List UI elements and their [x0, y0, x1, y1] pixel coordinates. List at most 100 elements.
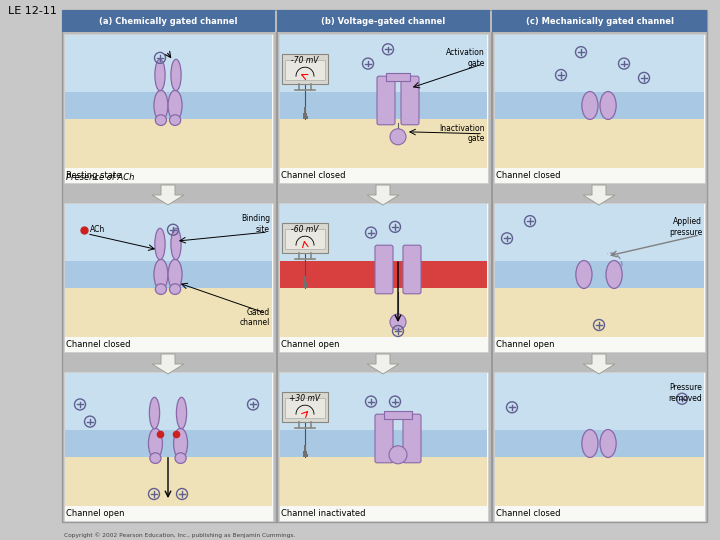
FancyBboxPatch shape — [403, 245, 421, 294]
Bar — [492, 10, 707, 32]
FancyBboxPatch shape — [375, 245, 393, 294]
Ellipse shape — [150, 453, 161, 463]
Text: Channel open: Channel open — [281, 340, 340, 349]
Bar — [285, 398, 325, 418]
Bar — [280, 92, 487, 119]
Ellipse shape — [582, 91, 598, 119]
Text: Pressure
removed: Pressure removed — [668, 383, 702, 403]
Text: Applied
pressure: Applied pressure — [669, 217, 702, 237]
Bar — [302, 285, 307, 288]
Bar — [280, 288, 487, 337]
Bar — [64, 34, 273, 183]
Bar — [495, 457, 704, 506]
Bar — [65, 204, 272, 261]
Ellipse shape — [156, 284, 166, 294]
Bar — [276, 32, 278, 522]
Bar — [495, 430, 704, 457]
Bar — [302, 454, 307, 457]
Ellipse shape — [149, 397, 160, 429]
Bar — [494, 34, 705, 183]
Bar — [495, 92, 704, 119]
Bar — [495, 373, 704, 430]
FancyBboxPatch shape — [403, 414, 421, 463]
Bar — [277, 10, 490, 32]
Bar — [304, 110, 306, 113]
Text: Channel open: Channel open — [496, 340, 554, 349]
Polygon shape — [583, 354, 615, 374]
Bar — [65, 373, 272, 430]
Ellipse shape — [576, 260, 592, 288]
Ellipse shape — [600, 429, 616, 457]
Bar — [280, 261, 487, 288]
FancyBboxPatch shape — [377, 76, 395, 125]
Ellipse shape — [168, 90, 182, 121]
Bar — [280, 373, 487, 430]
Bar — [62, 10, 275, 32]
Text: Channel closed: Channel closed — [496, 171, 560, 180]
Bar — [62, 10, 707, 522]
Text: Activation
gate: Activation gate — [446, 48, 485, 68]
Bar — [285, 60, 325, 80]
FancyBboxPatch shape — [375, 414, 393, 463]
Text: Binding
site: Binding site — [241, 214, 270, 234]
Text: Channel closed: Channel closed — [66, 340, 130, 349]
Bar — [304, 279, 306, 282]
Bar — [65, 430, 272, 457]
Bar — [280, 35, 487, 92]
Ellipse shape — [154, 90, 168, 121]
Bar — [280, 119, 487, 168]
Text: Channel closed: Channel closed — [281, 171, 346, 180]
Bar — [279, 203, 488, 352]
Text: Channel inactivated: Channel inactivated — [281, 509, 366, 518]
Bar — [280, 204, 487, 261]
Circle shape — [390, 129, 406, 145]
Polygon shape — [152, 185, 184, 205]
Bar — [64, 203, 273, 352]
Ellipse shape — [169, 115, 181, 125]
Bar — [302, 116, 307, 119]
Ellipse shape — [155, 228, 165, 260]
Text: Presence of ACh: Presence of ACh — [66, 173, 135, 182]
Bar — [495, 35, 704, 92]
Text: (c) Mechanically gated channel: (c) Mechanically gated channel — [526, 17, 673, 25]
Ellipse shape — [606, 260, 622, 288]
Bar — [279, 372, 488, 521]
Text: Copyright © 2002 Pearson Education, Inc., publishing as Benjamin Cummings.: Copyright © 2002 Pearson Education, Inc.… — [64, 532, 295, 538]
Ellipse shape — [171, 228, 181, 260]
Bar — [494, 372, 705, 521]
Bar — [65, 119, 272, 168]
Bar — [491, 32, 493, 522]
Bar — [386, 73, 410, 81]
Bar — [384, 411, 412, 419]
Text: LE 12-11: LE 12-11 — [8, 6, 57, 16]
Bar — [303, 451, 307, 454]
Text: Channel open: Channel open — [66, 509, 125, 518]
Ellipse shape — [600, 91, 616, 119]
Ellipse shape — [156, 115, 166, 125]
Bar — [65, 261, 272, 288]
Bar — [65, 288, 272, 337]
Bar — [305, 276, 306, 279]
Circle shape — [390, 314, 406, 330]
Text: Channel closed: Channel closed — [496, 509, 560, 518]
Bar — [65, 457, 272, 506]
Text: Resting state: Resting state — [66, 171, 122, 180]
Bar — [304, 448, 306, 451]
Bar — [280, 457, 487, 506]
Text: Inactivation
gate: Inactivation gate — [439, 124, 485, 144]
Bar — [282, 392, 328, 422]
Bar — [64, 372, 273, 521]
FancyBboxPatch shape — [401, 76, 419, 125]
Ellipse shape — [168, 259, 182, 290]
Text: -60 mV: -60 mV — [292, 225, 319, 234]
Ellipse shape — [175, 453, 186, 463]
Bar — [495, 261, 704, 288]
Ellipse shape — [148, 428, 163, 459]
Bar — [65, 92, 272, 119]
Text: (b) Voltage-gated channel: (b) Voltage-gated channel — [321, 17, 446, 25]
Circle shape — [389, 446, 407, 464]
Bar — [285, 229, 325, 249]
Bar — [65, 35, 272, 92]
Bar — [494, 203, 705, 352]
Bar — [495, 204, 704, 261]
